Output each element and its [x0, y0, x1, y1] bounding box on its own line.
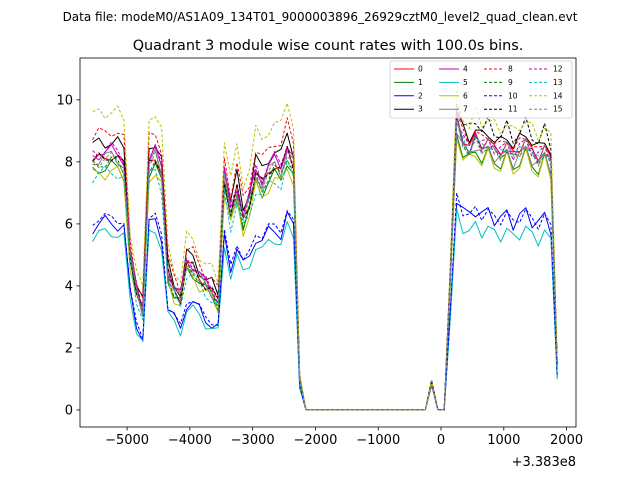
legend-label-15: 15 [553, 105, 563, 114]
series-line-10 [92, 192, 558, 411]
legend-label-5: 5 [463, 78, 468, 87]
legend-label-1: 1 [418, 78, 423, 87]
series-layer [92, 86, 558, 411]
legend-label-11: 11 [508, 105, 518, 114]
series-line-11 [92, 103, 558, 411]
figure-suptitle: Data file: modeM0/AS1A09_134T01_90000038… [63, 10, 578, 24]
axes-layer: −5000 −4000 −3000 −2000 −1000 0 1000 2000 0 2 4 6 8 1… [56, 57, 583, 448]
x-tick-label: 0 [437, 433, 445, 448]
series-line-1 [92, 134, 558, 411]
legend-label-4: 4 [463, 65, 468, 74]
x-tick-label: −2000 [293, 433, 337, 448]
series-line-15 [92, 118, 558, 411]
legend-label-9: 9 [508, 78, 513, 87]
series-line-3 [92, 111, 558, 411]
series-line-2 [92, 202, 558, 411]
series-line-12 [92, 123, 558, 411]
x-tick-label: −3000 [231, 433, 275, 448]
series-line-9 [92, 117, 558, 411]
y-tick-label: 2 [65, 341, 73, 356]
legend-label-13: 13 [553, 78, 563, 87]
x-tick-label: 1000 [487, 433, 520, 448]
legend-label-12: 12 [553, 65, 563, 74]
x-tick-label: 2000 [550, 433, 583, 448]
y-tick-label: 4 [65, 279, 73, 294]
legend-label-2: 2 [418, 91, 423, 100]
series-line-14 [92, 86, 558, 411]
legend-label-3: 3 [418, 105, 423, 114]
y-tick-label: 10 [56, 93, 73, 108]
legend-label-7: 7 [463, 105, 468, 114]
series-line-13 [92, 119, 558, 411]
x-tick-label: −4000 [168, 433, 212, 448]
legend-frame [389, 60, 573, 119]
series-line-6 [92, 139, 558, 411]
y-tick-label: 8 [65, 155, 73, 170]
x-tick-label: −5000 [105, 433, 149, 448]
y-tick-label: 0 [65, 403, 73, 418]
x-tick-label: −1000 [356, 433, 400, 448]
plot-area: −5000 −4000 −3000 −2000 −1000 0 1000 2000 0 2 4 6 8 1… [56, 57, 583, 448]
legend-label-0: 0 [418, 65, 423, 74]
x-axis-offset-label: +3.383e8 [512, 455, 576, 470]
legend-label-8: 8 [508, 65, 513, 74]
chart-title: Quadrant 3 module wise count rates with … [133, 38, 524, 54]
legend-label-10: 10 [508, 91, 518, 100]
y-tick-label: 6 [65, 217, 73, 232]
legend-label-6: 6 [463, 91, 468, 100]
series-line-5 [92, 208, 558, 411]
axes-frame [79, 57, 577, 428]
legend-label-14: 14 [553, 91, 563, 100]
series-line-8 [92, 112, 558, 411]
